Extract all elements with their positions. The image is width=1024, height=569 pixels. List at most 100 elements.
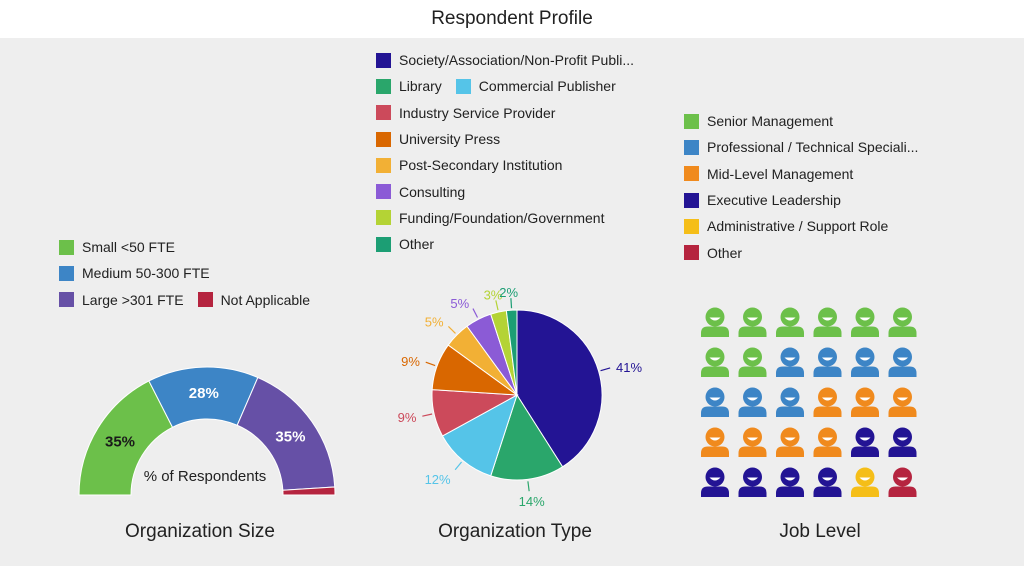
type-legend-row: Other — [376, 231, 634, 257]
person-icon-body — [776, 326, 804, 337]
person-icon-head — [855, 307, 875, 327]
person-icon-head — [818, 387, 837, 407]
person-icon-head — [893, 307, 912, 327]
type-legend-row: University Press — [376, 126, 634, 152]
pie-leader-line — [425, 361, 436, 367]
pie-leader-line — [495, 300, 499, 311]
person-icon-smile — [784, 317, 796, 321]
legend-label-funding: Funding/Foundation/Government — [399, 209, 605, 226]
job-legend-row: Senior Management — [684, 108, 918, 134]
person-icon-head — [818, 347, 837, 367]
person-icon-smile — [747, 317, 758, 321]
person-icon-smile — [822, 477, 833, 481]
person-icon-body — [888, 406, 917, 417]
person-icon-head — [893, 347, 912, 367]
person-icon-smile — [784, 477, 796, 481]
person-icon-head — [743, 307, 762, 327]
person-icon-body — [888, 326, 917, 337]
legend-swatch-professional — [684, 139, 699, 155]
person-icon-body — [851, 406, 879, 417]
pie-leader-line — [447, 325, 456, 334]
gauge-segment-not-applicable — [282, 486, 336, 496]
person-icon-smile — [897, 317, 908, 321]
legend-swatch-not-applicable — [197, 292, 213, 308]
pie-leader-line — [422, 413, 433, 417]
person-icon-head — [780, 387, 800, 407]
person-icon-head — [818, 467, 837, 487]
legend-label-not-applicable: Not Applicable — [220, 291, 311, 308]
job-legend-row: Professional / Technical Speciali... — [684, 134, 918, 160]
legend-swatch-university — [376, 131, 391, 147]
person-icon-head — [780, 427, 800, 447]
legend-label-large: Large >301 FTE — [82, 291, 184, 308]
type-legend-row: Post-Secondary Institution — [376, 152, 634, 178]
pie-leader-line — [472, 308, 479, 318]
legend-label-executive: Executive Leadership — [707, 192, 841, 209]
legend-label-senior: Senior Management — [707, 113, 834, 130]
person-icon-head — [780, 467, 800, 487]
legend-swatch-funding — [376, 210, 391, 226]
person-icon-body — [701, 326, 729, 337]
person-icon-head — [855, 387, 875, 407]
pie-data-label: 9% — [398, 410, 417, 425]
legend-label-library: Library — [399, 78, 442, 95]
person-icon-smile — [784, 357, 796, 361]
gauge-center-label: % of Respondents — [143, 468, 267, 485]
job-legend: Senior Management Professional / Technic… — [684, 108, 918, 266]
person-icon-body — [888, 366, 917, 377]
person-icon-smile — [822, 437, 833, 441]
person-icon-body — [851, 446, 879, 457]
person-icon-head — [705, 467, 725, 487]
person-icon-smile — [709, 317, 721, 321]
person-icon-body — [701, 406, 729, 417]
legend-swatch-industry — [376, 105, 391, 121]
gauge-data-label: 35% — [105, 434, 135, 451]
person-icon-smile — [859, 437, 871, 441]
person-icon-smile — [822, 357, 833, 361]
legend-label-professional: Professional / Technical Speciali... — [707, 139, 919, 156]
legend-label-small: Small <50 FTE — [82, 239, 175, 256]
person-icon-smile — [859, 477, 871, 481]
person-icon-head — [855, 427, 875, 447]
person-icon-smile — [709, 477, 721, 481]
job-legend-row: Executive Leadership — [684, 187, 918, 213]
person-icon-smile — [747, 477, 758, 481]
person-icon-head — [855, 347, 875, 367]
pie-leader-line — [454, 461, 463, 471]
legend-swatch-other — [376, 236, 391, 252]
person-icon-body — [738, 366, 767, 377]
pie-leader-line — [527, 481, 530, 492]
legend-label-society: Society/Association/Non-Profit Publi... — [399, 52, 634, 69]
person-icon-head — [705, 347, 725, 367]
person-icon-body — [851, 366, 879, 377]
legend-label-other: Other — [399, 236, 435, 253]
person-icon-head — [855, 467, 875, 487]
legend-label-consulting: Consulting — [399, 183, 466, 200]
pie-slice-other — [505, 309, 518, 396]
person-icon-smile — [897, 437, 908, 441]
person-icon-head — [705, 427, 725, 447]
person-icon-body — [813, 486, 842, 497]
legend-swatch-job-other — [684, 245, 699, 261]
size-legend: Small <50 FTE Medium 50-300 FTE Large >3… — [59, 234, 310, 313]
legend-label-administrative: Administrative / Support Role — [707, 218, 889, 235]
person-icon-body — [813, 446, 842, 457]
person-icon-head — [743, 387, 762, 407]
person-icon-smile — [822, 317, 833, 321]
legend-swatch-commercial — [455, 78, 471, 94]
size-legend-row: Small <50 FTE — [59, 234, 310, 260]
person-icon-smile — [747, 397, 758, 401]
person-icon-body — [851, 326, 879, 337]
legend-swatch-executive — [684, 192, 699, 208]
pie-data-label: 5% — [425, 315, 444, 330]
person-icon-body — [813, 366, 842, 377]
person-icon-body — [701, 446, 729, 457]
pie-slice-commercial-publisher — [441, 393, 518, 477]
person-icon-head — [780, 307, 800, 327]
person-icon-body — [738, 446, 767, 457]
person-icon-head — [893, 387, 912, 407]
person-icon-smile — [709, 357, 721, 361]
job-level-title: Job Level — [779, 521, 861, 542]
